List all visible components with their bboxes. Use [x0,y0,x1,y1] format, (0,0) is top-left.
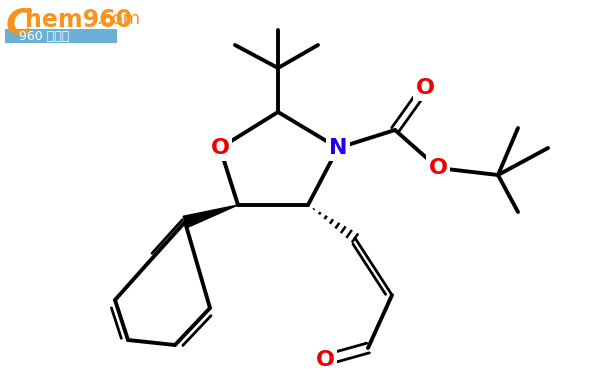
FancyBboxPatch shape [5,29,117,43]
Text: O: O [428,158,448,178]
Text: O: O [416,78,434,98]
Text: .com: .com [96,10,140,28]
Polygon shape [183,205,238,228]
Text: hem960: hem960 [25,8,132,32]
Text: O: O [211,138,229,158]
Text: N: N [329,138,347,158]
Text: 960 化工网: 960 化工网 [19,30,69,43]
Text: C: C [6,7,33,41]
Text: O: O [315,350,335,370]
